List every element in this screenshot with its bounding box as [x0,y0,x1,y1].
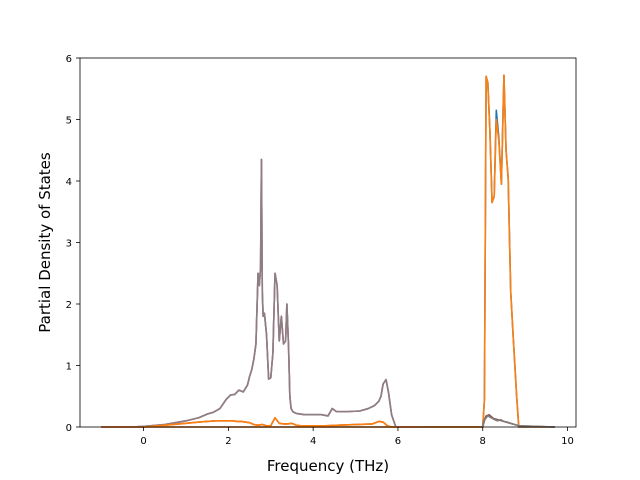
y-axis: 0 1 2 3 4 5 6 [66,54,80,434]
x-tick-label: 0 [140,436,146,447]
x-axis: 0 2 4 6 8 10 [140,427,574,447]
y-tick-label: 0 [66,423,72,434]
y-tick-label: 1 [66,362,72,373]
x-tick-label: 6 [395,436,401,447]
x-tick-label: 10 [561,436,574,447]
y-tick-label: 4 [66,177,72,188]
x-axis-title: Frequency (THz) [267,457,389,475]
y-axis-title: Partial Density of States [36,152,54,333]
y-tick-label: 5 [66,116,72,127]
y-tick-label: 3 [66,239,72,250]
y-tick-label: 2 [66,300,72,311]
series-line-6 [101,158,420,428]
series-layer [101,74,555,428]
x-tick-label: 4 [310,436,316,447]
y-tick-label: 6 [66,54,72,65]
x-tick-label: 2 [225,436,231,447]
series-line-7 [101,416,483,428]
series-line-2 [101,74,555,428]
x-tick-label: 8 [480,436,486,447]
